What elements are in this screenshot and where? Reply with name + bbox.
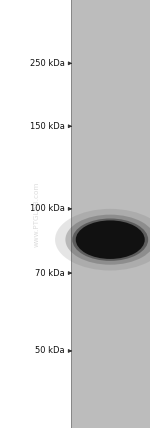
Text: 150 kDa: 150 kDa bbox=[30, 122, 64, 131]
Text: 100 kDa: 100 kDa bbox=[30, 204, 64, 214]
Text: 50 kDa: 50 kDa bbox=[35, 346, 64, 356]
Ellipse shape bbox=[76, 220, 145, 259]
Ellipse shape bbox=[55, 209, 150, 270]
Text: 250 kDa: 250 kDa bbox=[30, 59, 64, 68]
Ellipse shape bbox=[65, 215, 150, 265]
Bar bbox=[70, 0, 72, 428]
Bar bbox=[70, 0, 150, 428]
Ellipse shape bbox=[72, 219, 148, 261]
Text: www.PTGLAB.com: www.PTGLAB.com bbox=[34, 181, 40, 247]
Bar bbox=[0, 0, 70, 428]
Text: 70 kDa: 70 kDa bbox=[35, 268, 64, 278]
